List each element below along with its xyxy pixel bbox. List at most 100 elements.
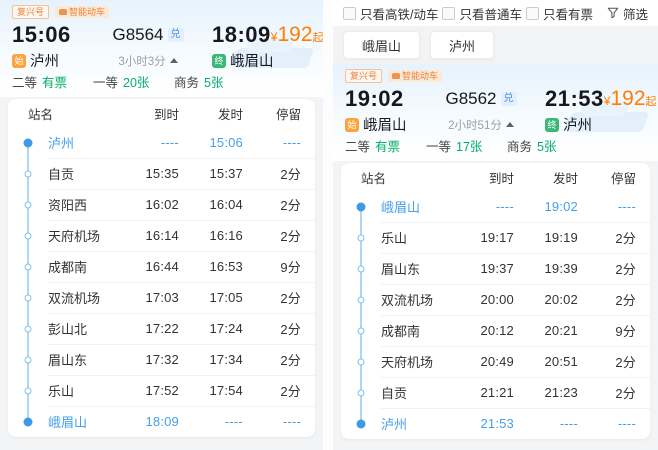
timeline-dot-icon: [357, 327, 365, 334]
arrive-cell: 16:02: [145, 197, 179, 212]
filter-bar: 只看高铁/动车 只看普通车 只看有票 筛选: [333, 0, 658, 26]
filter-funnel-icon: [607, 7, 619, 19]
right-train-panel: 只看高铁/动车 只看普通车 只看有票 筛选 峨眉山 泸州 复兴号 智能动车: [333, 0, 658, 450]
seat-class-label: 一等: [426, 139, 452, 154]
seat-class-item: 商务 5张: [507, 136, 588, 155]
station-row: 泸州 21:53 ---- ----: [341, 408, 650, 439]
col-stop: 停留: [275, 107, 301, 122]
terminus-station-box: 终 泸州: [531, 114, 646, 135]
terminus-tag-icon: 终: [212, 53, 226, 68]
station-name: 天府机场: [381, 355, 434, 370]
stop-cell: 2分: [615, 355, 636, 370]
collapse-arrow-icon: [505, 122, 514, 127]
depart-cell: 20:51: [544, 354, 578, 369]
train-number-box: G8564 兑: [98, 25, 198, 45]
arrive-time: 21:53: [545, 86, 604, 111]
timeline-dot-icon: [23, 138, 33, 147]
seat-class-label: 二等: [12, 75, 38, 90]
seat-class-item: 商务 5张: [174, 72, 255, 91]
timeline-dot-icon: [356, 202, 366, 211]
stop-cell: 2分: [280, 167, 301, 182]
filter-button[interactable]: 筛选: [607, 4, 648, 23]
station-tab[interactable]: 泸州: [430, 31, 495, 59]
timeline-marker: [341, 222, 381, 253]
seat-availability-row: 二等 有票 一等 17张 商务 5张: [345, 137, 646, 155]
depart-cell: 17:24: [209, 321, 243, 336]
arrive-cell: 17:03: [145, 290, 179, 305]
stops-table: 站名 到时 发时 停留 泸州 ---- 15:06 ---- 自贡 15:35: [8, 99, 315, 437]
depart-cell: 19:19: [544, 230, 578, 245]
seat-availability: 有票: [375, 139, 401, 154]
arrive-cell: 20:12: [480, 323, 514, 338]
left-train-panel: 复兴号 智能动车 15:06 G8564 兑 18:09 ¥192 起 始 泸州: [0, 0, 323, 450]
stops-table-header: 站名 到时 发时 停留: [8, 99, 315, 127]
seat-class-label: 商务: [507, 139, 533, 154]
duration-toggle[interactable]: 3小时3分: [98, 53, 198, 69]
train-badges: 复兴号 智能动车: [345, 68, 646, 83]
station-row: 双流机场 17:03 17:05 2分: [8, 282, 315, 313]
origin-station: 泸州: [30, 54, 59, 70]
exchange-badge: 兑: [167, 28, 184, 42]
station-row: 自贡 15:35 15:37 2分: [8, 158, 315, 189]
timeline-marker: [8, 189, 48, 220]
col-arrive: 到时: [488, 171, 514, 186]
filter-checkbox-item[interactable]: 只看高铁/动车: [343, 4, 438, 23]
arrive-cell: 17:52: [145, 383, 179, 398]
timeline-dot-icon: [357, 389, 365, 396]
timeline-dot-icon: [24, 170, 32, 177]
col-station: 站名: [361, 171, 387, 186]
station-row: 眉山东 17:32 17:34 2分: [8, 344, 315, 375]
stop-cell: 2分: [280, 229, 301, 244]
stops-section: 站名 到时 发时 停留 峨眉山 ---- 19:02 ---- 乐山 19:17: [333, 161, 658, 450]
station-row: 眉山东 19:37 19:39 2分: [341, 253, 650, 284]
stop-cell: 2分: [280, 198, 301, 213]
station-row-header: 始 峨眉山 2小时51分 终 泸州: [345, 114, 646, 135]
terminus-station: 泸州: [563, 118, 592, 134]
checkbox-icon[interactable]: [525, 6, 539, 20]
arrive-cell: 21:53: [480, 416, 514, 431]
filter-checkbox-item[interactable]: 只看有票: [525, 4, 593, 23]
station-name: 双流机场: [381, 293, 434, 308]
train-number-box: G8562 兑: [431, 89, 531, 109]
station-name: 乐山: [381, 231, 408, 246]
price-value: 192: [277, 23, 313, 46]
stops-table-header: 站名 到时 发时 停留: [341, 163, 650, 191]
arrive-cell: 16:14: [145, 228, 179, 243]
checkbox-icon[interactable]: [442, 6, 456, 20]
station-name: 自贡: [48, 167, 75, 182]
station-name: 彭山北: [48, 322, 88, 337]
stops-table: 站名 到时 发时 停留 峨眉山 ---- 19:02 ---- 乐山 19:17: [341, 163, 650, 439]
stop-cell: 9分: [615, 324, 636, 339]
stop-cell: ----: [282, 414, 301, 429]
seat-availability: 17张: [456, 139, 483, 154]
station-row: 天府机场 20:49 20:51 2分: [341, 346, 650, 377]
duration-toggle[interactable]: 2小时51分: [431, 117, 531, 133]
filter-checkbox-item[interactable]: 只看普通车: [442, 4, 522, 23]
stop-cell: 9分: [280, 260, 301, 275]
origin-tag-icon: 始: [345, 117, 359, 132]
filter-label: 只看普通车: [459, 7, 522, 22]
station-tab[interactable]: 峨眉山: [343, 31, 421, 59]
train-summary-card-right[interactable]: 复兴号 智能动车 19:02 G8562 兑 21:53 ¥192 起 始 峨眉山: [333, 64, 658, 161]
timeline-dot-icon: [24, 356, 32, 363]
arrive-cell: 17:32: [145, 352, 179, 367]
depart-time: 19:02: [345, 86, 404, 111]
checkbox-icon[interactable]: [343, 6, 356, 20]
station-row: 峨眉山 ---- 19:02 ----: [341, 191, 650, 222]
time-row: 19:02 G8562 兑 21:53 ¥192 起: [345, 85, 657, 113]
arrive-cell: 20:49: [480, 354, 514, 369]
station-name: 成都南: [48, 260, 88, 275]
seat-class-item: 二等 有票: [345, 136, 426, 155]
depart-cell: 17:54: [209, 383, 243, 398]
station-name: 泸州: [48, 136, 75, 151]
station-tab-label: 泸州: [449, 38, 476, 54]
depart-cell: ----: [224, 414, 243, 429]
station-row: 乐山 19:17 19:19 2分: [341, 222, 650, 253]
train-number: G8564: [112, 25, 164, 44]
timeline-marker: [8, 313, 48, 344]
station-name: 资阳西: [48, 198, 88, 213]
train-summary-card-left[interactable]: 复兴号 智能动车 15:06 G8564 兑 18:09 ¥192 起 始 泸州: [0, 0, 323, 97]
col-stop: 停留: [610, 171, 636, 186]
station-row: 天府机场 16:14 16:16 2分: [8, 220, 315, 251]
arrive-cell: 19:37: [480, 261, 514, 276]
